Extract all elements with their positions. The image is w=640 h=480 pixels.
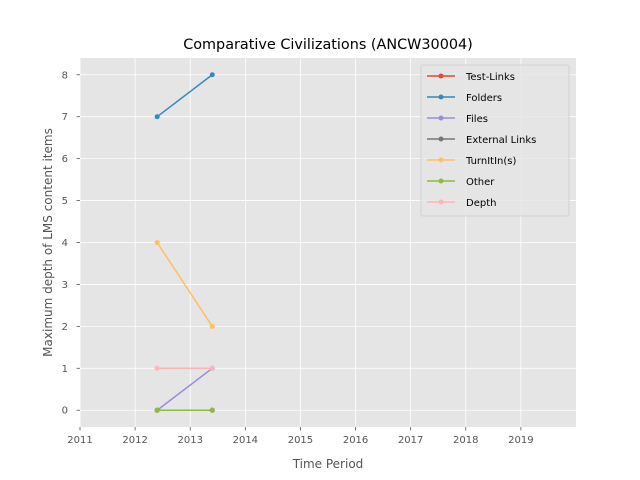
series-folders xyxy=(154,72,215,120)
x-tick-label: 2013 xyxy=(177,435,202,446)
legend-box xyxy=(420,64,570,217)
legend-marker xyxy=(438,157,444,163)
data-point xyxy=(209,72,215,78)
data-point xyxy=(154,407,160,413)
x-tick-label: 2019 xyxy=(508,435,533,446)
series-group xyxy=(154,72,215,413)
legend-item: Other xyxy=(427,177,495,188)
legend-marker xyxy=(438,115,444,121)
x-tick-label: 2015 xyxy=(288,435,313,446)
legend-item: External Links xyxy=(427,135,536,146)
y-tick-label: 8 xyxy=(62,70,68,81)
series-line xyxy=(156,367,213,411)
legend-label: Folders xyxy=(466,93,502,104)
legend-label: External Links xyxy=(466,135,536,146)
data-point xyxy=(154,240,160,245)
y-tick-label: 0 xyxy=(62,406,68,417)
legend-item: Files xyxy=(427,114,488,125)
y-axis-label: Maximum depth of LMS content items xyxy=(41,128,55,357)
legend-label: Depth xyxy=(466,198,496,209)
legend-label: Other xyxy=(466,177,495,188)
axis-ticks: 2011 2012 2013 2014 2015 2016 2017 2018 2019 0 1 2 3… xyxy=(62,70,534,446)
legend-label: Files xyxy=(466,114,488,125)
legend-item: Depth xyxy=(427,198,496,209)
series-turnitin-s- xyxy=(154,240,215,329)
legend-item: TurnItIn(s) xyxy=(427,156,516,167)
legend-item: Folders xyxy=(427,93,502,104)
chart-title: Comparative Civilizations (ANCW30004) xyxy=(183,37,473,53)
y-tick-label: 6 xyxy=(62,154,68,165)
legend-marker xyxy=(438,136,444,142)
y-tick-label: 2 xyxy=(62,322,68,333)
y-tick-label: 5 xyxy=(62,196,68,207)
data-point xyxy=(209,365,215,371)
legend-marker xyxy=(438,199,444,205)
series-line xyxy=(156,242,213,327)
series-other xyxy=(154,407,215,413)
legend-item: Test-Links xyxy=(427,72,515,83)
data-point xyxy=(209,323,215,329)
legend-label: Test-Links xyxy=(465,72,515,83)
x-axis-label: Time Period xyxy=(292,457,364,471)
series-line xyxy=(156,74,213,118)
y-tick-label: 3 xyxy=(62,280,68,291)
legend: Test-Links Folders Files External Links Turn… xyxy=(420,64,570,217)
y-tick-label: 7 xyxy=(62,112,68,123)
data-point xyxy=(209,407,215,413)
legend-marker xyxy=(438,94,444,100)
x-tick-label: 2014 xyxy=(233,435,258,446)
y-tick-label: 4 xyxy=(62,238,68,249)
legend-label: TurnItIn(s) xyxy=(465,156,516,167)
legend-marker xyxy=(438,178,444,184)
x-tick-label: 2017 xyxy=(398,435,423,446)
series-depth xyxy=(154,365,215,371)
data-point xyxy=(154,365,160,371)
x-tick-label: 2018 xyxy=(453,435,478,446)
y-tick-label: 1 xyxy=(62,364,68,375)
legend-marker xyxy=(438,73,444,79)
x-tick-label: 2016 xyxy=(343,435,368,446)
x-tick-label: 2012 xyxy=(122,435,147,446)
x-tick-label: 2011 xyxy=(67,435,92,446)
data-point xyxy=(154,114,160,120)
